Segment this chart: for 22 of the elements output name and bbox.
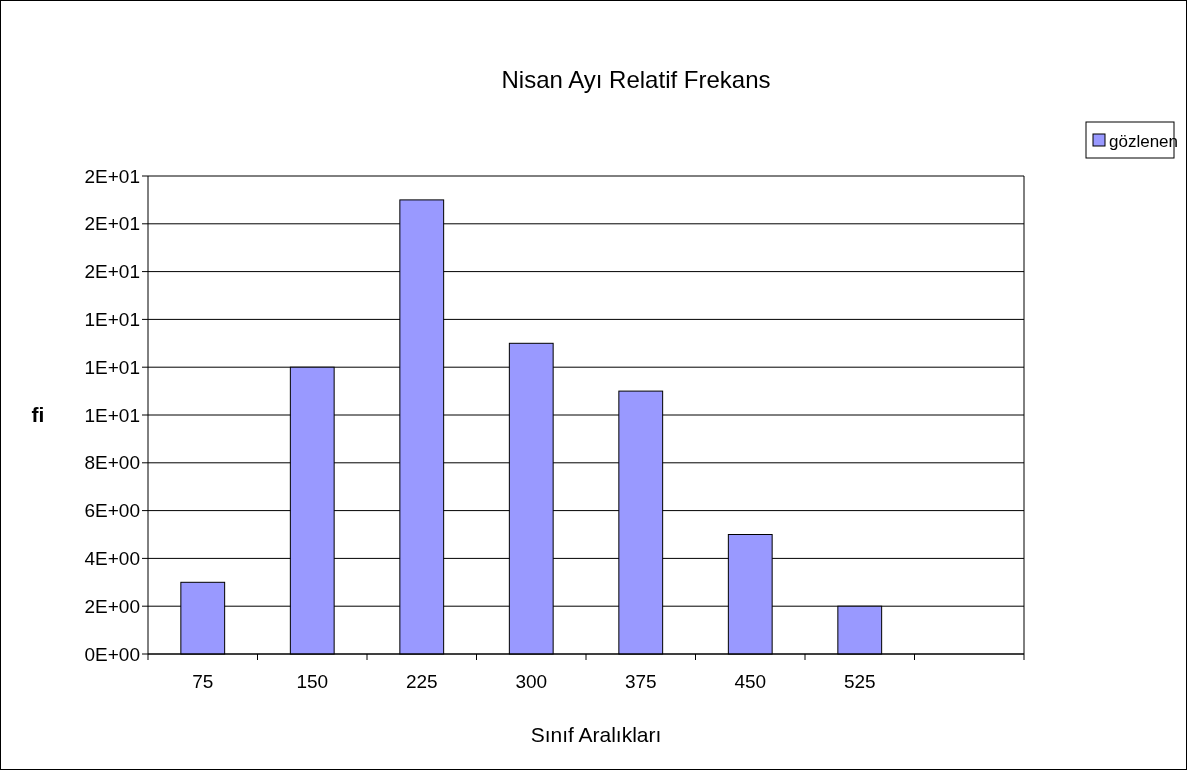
y-tick-label: 2E+00 [84,595,140,617]
legend-label: gözlenen [1109,132,1179,151]
x-tick-label: 150 [296,671,329,692]
y-tick-label: 1E+01 [84,309,140,331]
x-axis-title: Sınıf Aralıkları [530,723,662,746]
y-tick-label: 1E+01 [84,404,140,426]
x-tick-label: 375 [624,671,657,692]
x-tick-label: 225 [405,671,438,692]
y-tick-label: 1E+01 [84,356,140,378]
y-tick-label: 8E+00 [84,452,140,474]
y-axis-title: fi [31,403,45,426]
y-tick-label: 2E+01 [84,165,140,187]
chart-title: Nisan Ayı Relatif Frekans [501,66,771,93]
x-tick-label: 450 [734,671,767,692]
y-tick-label: 2E+01 [84,213,140,235]
x-tick-label: 300 [515,671,548,692]
y-tick-label: 6E+00 [84,500,140,522]
y-tick-label: 2E+01 [84,261,140,283]
y-tick-label: 4E+00 [84,548,140,570]
y-tick-label: 0E+00 [84,643,140,665]
x-tick-label: 525 [843,671,876,692]
x-tick-label: 75 [192,671,214,692]
